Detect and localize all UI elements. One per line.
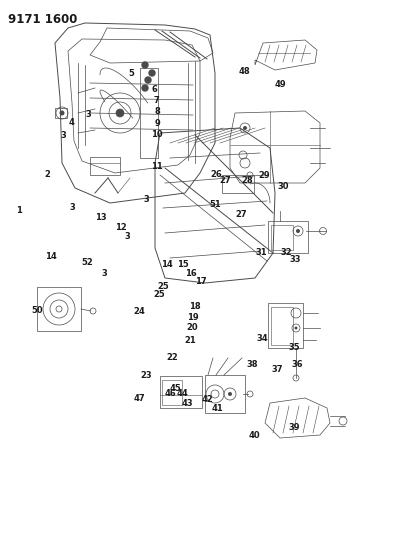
Text: 3: 3 <box>69 204 75 212</box>
Circle shape <box>243 126 247 130</box>
Text: 30: 30 <box>277 182 289 191</box>
Circle shape <box>295 327 298 329</box>
Text: 27: 27 <box>219 176 231 185</box>
Text: 24: 24 <box>133 308 145 316</box>
Text: 39: 39 <box>288 423 300 432</box>
Text: 1: 1 <box>16 206 21 215</box>
Text: 33: 33 <box>289 255 301 264</box>
Circle shape <box>228 392 232 396</box>
Circle shape <box>149 70 155 76</box>
Text: 22: 22 <box>167 353 178 361</box>
Text: 49: 49 <box>275 80 286 88</box>
Bar <box>55 108 67 118</box>
Text: 37: 37 <box>272 366 283 374</box>
Text: 3: 3 <box>61 132 67 140</box>
Text: 11: 11 <box>151 162 163 171</box>
Text: 38: 38 <box>246 360 258 369</box>
Text: 3: 3 <box>143 196 149 204</box>
Bar <box>271 225 293 250</box>
Bar <box>37 287 81 331</box>
Text: 19: 19 <box>187 313 198 322</box>
Bar <box>90 157 120 175</box>
Text: 18: 18 <box>189 302 201 311</box>
Text: 3: 3 <box>125 232 130 240</box>
Text: 35: 35 <box>288 343 300 352</box>
Text: 13: 13 <box>95 213 106 222</box>
Text: 50: 50 <box>31 306 43 315</box>
Text: 7: 7 <box>153 96 159 104</box>
Bar <box>140 68 158 158</box>
Text: 25: 25 <box>158 282 169 290</box>
Text: 43: 43 <box>182 399 193 408</box>
Text: 45: 45 <box>170 384 181 393</box>
Text: 8: 8 <box>154 107 160 116</box>
Text: 51: 51 <box>209 200 221 209</box>
Text: 6: 6 <box>151 85 157 93</box>
Bar <box>271 307 293 345</box>
Text: 42: 42 <box>202 395 213 404</box>
Text: 17: 17 <box>195 277 206 286</box>
Text: 27: 27 <box>236 211 247 219</box>
Bar <box>205 375 245 413</box>
Circle shape <box>116 109 124 117</box>
Text: 12: 12 <box>115 223 127 232</box>
Text: 3: 3 <box>102 269 108 278</box>
Text: 23: 23 <box>140 372 152 380</box>
Text: 9171 1600: 9171 1600 <box>8 13 77 26</box>
Text: 14: 14 <box>162 261 173 269</box>
Bar <box>268 303 303 348</box>
Text: 10: 10 <box>151 130 163 139</box>
Circle shape <box>145 77 151 83</box>
Text: 26: 26 <box>211 171 222 179</box>
Bar <box>222 175 254 193</box>
Text: 41: 41 <box>211 405 223 413</box>
Text: 44: 44 <box>176 390 188 398</box>
Text: 4: 4 <box>69 118 75 127</box>
Text: 2: 2 <box>44 171 50 179</box>
Text: 40: 40 <box>248 432 260 440</box>
Bar <box>268 221 308 253</box>
Text: 25: 25 <box>154 290 165 298</box>
Text: 46: 46 <box>165 390 176 398</box>
Text: 15: 15 <box>177 261 189 269</box>
Text: 36: 36 <box>291 360 303 369</box>
Text: 5: 5 <box>129 69 134 78</box>
Circle shape <box>142 85 148 91</box>
Circle shape <box>142 62 148 68</box>
Text: 47: 47 <box>134 394 145 402</box>
Text: 52: 52 <box>82 258 93 266</box>
Text: 16: 16 <box>185 269 196 278</box>
Text: 31: 31 <box>255 248 267 256</box>
Text: 14: 14 <box>46 252 57 261</box>
Text: 32: 32 <box>281 248 292 256</box>
Text: 9: 9 <box>154 119 160 127</box>
Text: 34: 34 <box>256 334 268 343</box>
Bar <box>162 380 182 405</box>
Text: 20: 20 <box>187 324 198 332</box>
Text: 28: 28 <box>242 176 253 185</box>
Circle shape <box>296 229 300 233</box>
Text: 48: 48 <box>239 68 250 76</box>
Text: 29: 29 <box>259 171 270 180</box>
Text: 3: 3 <box>85 110 91 119</box>
Text: 21: 21 <box>184 336 196 344</box>
Bar <box>160 376 202 408</box>
Circle shape <box>60 110 65 116</box>
